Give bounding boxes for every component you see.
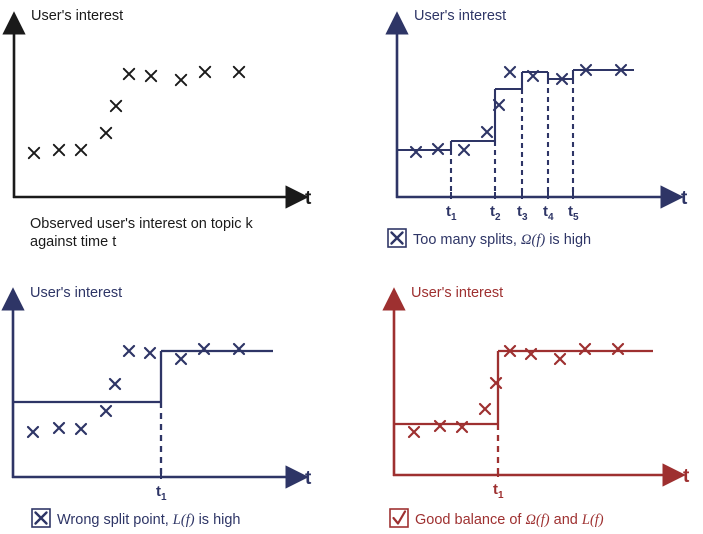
x-mark-icon [34,511,48,525]
panel-observed-caption-line2: against time t [30,234,116,250]
panel-observed-x-axis-label: t [305,188,312,209]
panel-wrong-split-y-axis-title: User's interest [30,285,122,301]
caption-too-many-splits: Too many splits, Ω(f) is high [387,228,591,248]
datapoint-x-marker [197,342,211,356]
panel-good-balance-y-axis-title: User's interest [411,285,503,301]
caption-wrong-split: Wrong split point, L(f) is high [31,508,241,528]
panel-wrong-split-stepfunction [13,349,273,404]
datapoint-x-marker [143,346,157,360]
datapoint-x-marker [74,422,88,436]
datapoint-x-marker [407,425,421,439]
panel-observed-y-axis-title: User's interest [31,8,123,24]
datapoint-x-marker [480,125,494,139]
datapoint-x-marker [26,425,40,439]
panel-good-balance-x-axis-label: t [683,466,690,487]
tick-label: t1 [446,203,457,223]
datapoint-x-marker [489,376,503,390]
caption-good-balance: Good balance of Ω(f) and L(f) [389,508,604,528]
panel-too-many-splits-x-axis-label: t [681,188,688,209]
datapoint-x-marker [433,419,447,433]
datapoint-x-marker [99,404,113,418]
tick-label: t2 [490,203,501,223]
panel-wrong-split-tick-labels: t1 [156,483,167,503]
datapoint-x-marker [578,342,592,356]
panel-too-many-splits-split-lines [449,79,575,197]
panel-good-balance-tick-labels: t1 [493,481,504,501]
datapoint-x-marker [52,143,66,157]
panel-observed: User's interest t Observed user's intere… [2,8,312,250]
datapoint-x-marker [611,342,625,356]
caption-wrong-split-text: Wrong split point, L(f) is high [57,512,241,528]
datapoint-x-marker [492,98,506,112]
datapoint-x-marker [431,142,445,156]
datapoint-x-marker [174,352,188,366]
datapoint-x-marker [478,402,492,416]
datapoint-x-marker [109,99,123,113]
panel-too-many-splits-stepfunction [396,68,634,152]
panel-good-balance-stepfunction [394,349,653,426]
datapoint-x-marker [555,72,569,86]
tick-label: t1 [493,481,504,501]
panel-wrong-split-datapoints [26,342,246,439]
panel-too-many-splits-datapoints [409,63,628,159]
tick-label: t1 [156,483,167,503]
panel-observed-datapoints [27,65,246,160]
check-mark-icon-box [389,508,409,528]
tick-label: t5 [568,203,579,223]
datapoint-x-marker [232,65,246,79]
datapoint-x-marker [503,344,517,358]
datapoint-x-marker [52,421,66,435]
panel-too-many-splits-ticks [450,192,574,199]
tick-label: t4 [543,203,554,223]
panel-too-many-splits-tick-labels: t1 t2 t3 t4 t5 [446,203,579,223]
caption-too-many-splits-text: Too many splits, Ω(f) is high [413,232,591,248]
datapoint-x-marker [579,63,593,77]
x-mark-icon-box [31,508,51,528]
datapoint-x-marker [144,69,158,83]
datapoint-x-marker [232,342,246,356]
panel-observed-caption-line1: Observed user's interest on topic k [30,216,254,232]
datapoint-x-marker [457,143,471,157]
panel-wrong-split: User's interest t t1 [1,285,312,503]
check-mark-icon [392,510,407,525]
datapoint-x-marker [108,377,122,391]
datapoint-x-marker [74,143,88,157]
datapoint-x-marker [99,126,113,140]
panel-too-many-splits-y-axis-title: User's interest [414,8,506,24]
panel-wrong-split-x-axis-label: t [305,468,312,489]
datapoint-x-marker [27,146,41,160]
x-mark-icon [390,231,404,245]
datapoint-x-marker [174,73,188,87]
datapoint-x-marker [409,145,423,159]
datapoint-x-marker [614,63,628,77]
panel-good-balance-datapoints [407,342,625,439]
datapoint-x-marker [553,352,567,366]
datapoint-x-marker [524,347,538,361]
datapoint-x-marker [122,67,136,81]
caption-good-balance-text: Good balance of Ω(f) and L(f) [415,512,604,528]
datapoint-x-marker [526,69,540,83]
panel-good-balance: User's interest t t1 [382,285,690,501]
panel-too-many-splits: User's interest t t1 t2 t3 t4 t5 [385,8,688,223]
tick-label: t3 [517,203,528,223]
datapoint-x-marker [503,65,517,79]
datapoint-x-marker [198,65,212,79]
datapoint-x-marker [455,420,469,434]
x-mark-icon-box [387,228,407,248]
datapoint-x-marker [122,344,136,358]
